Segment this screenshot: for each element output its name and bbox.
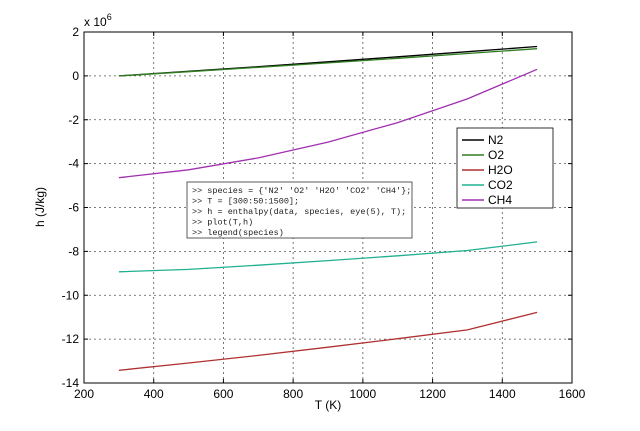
x-tick-label: 400 — [144, 387, 164, 401]
x-tick-label: 800 — [283, 387, 303, 401]
legend-label-co2: CO2 — [488, 178, 513, 192]
code-annotation-line: >> legend(species) — [192, 228, 284, 238]
y-tick-label: -12 — [62, 332, 80, 346]
series-line-co2 — [118, 241, 538, 273]
x-tick-label: 200 — [74, 387, 94, 401]
code-annotation-box: >> species = {'N2' 'O2' 'H2O' 'CO2' 'CH4… — [186, 181, 413, 239]
y-tick-label: -14 — [62, 376, 80, 390]
y-multiplier: x 106 — [84, 12, 112, 29]
x-axis-label: T (K) — [315, 398, 341, 412]
legend-label-n2: N2 — [488, 133, 504, 147]
y-tick-label: -2 — [68, 113, 79, 127]
legend-frame — [456, 127, 554, 209]
series-line-h2o — [118, 311, 538, 371]
code-annotation-line: >> species = {'N2' 'O2' 'H2O' 'CO2' 'CH4… — [192, 186, 411, 196]
y-multiplier-exponent: 6 — [107, 12, 112, 22]
x-tick-label: 1600 — [559, 387, 586, 401]
y-multiplier-base: x 10 — [84, 15, 107, 29]
legend-label-ch4: CH4 — [488, 193, 512, 207]
y-tick-label: -6 — [68, 201, 79, 215]
y-tick-label: -8 — [68, 244, 79, 258]
y-tick-label: 2 — [72, 25, 79, 39]
code-annotation-line: >> T = [300:50:1500]; — [192, 197, 299, 207]
x-tick-label: 600 — [213, 387, 233, 401]
legend-label-h2o: H2O — [488, 163, 513, 177]
y-axis-label: h (J/kg) — [33, 187, 47, 227]
x-tick-label: 1000 — [350, 387, 377, 401]
y-tick-label: 0 — [72, 69, 79, 83]
code-annotation-line: >> h = enthalpy(data, species, eye(5), T… — [192, 207, 406, 217]
axis-ticks: 200 400 600 800 1000 1200 1400 1600 -14 -12 -10 -8 -… — [62, 25, 586, 401]
code-annotation-line: >> plot(T,h) — [192, 218, 253, 228]
series-lines — [118, 45, 538, 371]
y-tick-label: -10 — [62, 288, 80, 302]
legend-label-o2: O2 — [488, 148, 504, 162]
x-tick-label: 1200 — [419, 387, 446, 401]
x-tick-label: 1400 — [489, 387, 516, 401]
series-line-ch4 — [118, 68, 538, 179]
y-tick-label: -4 — [68, 157, 79, 171]
code-annotation-frame — [186, 181, 413, 239]
series-line-o2 — [118, 48, 538, 77]
